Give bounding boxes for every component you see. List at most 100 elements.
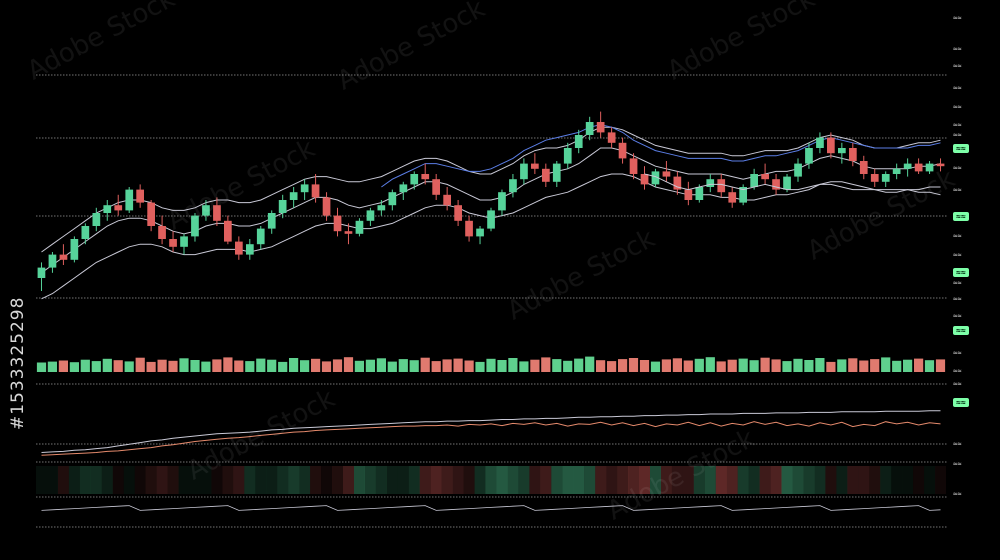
heat-cell bbox=[715, 466, 727, 494]
volume-bar bbox=[815, 358, 825, 372]
volume-bar bbox=[793, 358, 803, 372]
price-axis-label: ≈≈ bbox=[953, 460, 962, 468]
candle-body bbox=[673, 176, 682, 190]
price-axis-label: ≈≈ bbox=[953, 268, 969, 277]
volume-bar bbox=[760, 357, 770, 372]
volume-bar bbox=[376, 358, 386, 372]
volume-bar bbox=[289, 358, 299, 372]
heat-cell bbox=[529, 466, 541, 494]
candle-body bbox=[421, 174, 430, 180]
candle-body bbox=[552, 163, 561, 182]
candle-body bbox=[706, 179, 715, 187]
candle-body bbox=[37, 267, 46, 278]
heat-cell bbox=[156, 466, 168, 494]
candle-body bbox=[465, 220, 473, 237]
volume-bar bbox=[332, 359, 343, 372]
candle-body bbox=[454, 205, 462, 221]
heat-cell bbox=[452, 466, 464, 494]
candle-body bbox=[311, 184, 320, 198]
candle-body bbox=[224, 220, 232, 242]
candle-body bbox=[805, 148, 813, 164]
heat-cell bbox=[419, 466, 431, 494]
candle-body bbox=[103, 205, 112, 213]
volume-bar bbox=[102, 358, 112, 372]
volume-bar bbox=[694, 358, 704, 372]
volume-bar bbox=[36, 362, 47, 372]
volume-bar bbox=[826, 361, 836, 372]
candle-body bbox=[476, 228, 484, 237]
candle-body bbox=[125, 189, 134, 211]
volume-bar bbox=[321, 361, 332, 372]
volume-bar bbox=[870, 359, 880, 372]
heat-cell bbox=[397, 466, 409, 494]
volume-bar bbox=[574, 358, 584, 372]
candle-body bbox=[487, 210, 495, 229]
volume-bar bbox=[58, 360, 68, 372]
candle-body bbox=[651, 171, 660, 185]
candle-body bbox=[662, 171, 671, 177]
volume-bar bbox=[530, 359, 540, 372]
heat-cell bbox=[726, 466, 738, 494]
candle-body bbox=[366, 210, 375, 221]
heat-cell bbox=[617, 466, 629, 494]
candle-body bbox=[914, 163, 923, 172]
volume-bar bbox=[716, 361, 726, 372]
volume-bar bbox=[223, 357, 233, 372]
candle-body bbox=[618, 142, 627, 159]
heat-cell bbox=[178, 466, 190, 494]
volume-bar bbox=[585, 356, 595, 372]
volume-bar bbox=[365, 359, 375, 372]
heat-cell bbox=[343, 466, 354, 494]
volume-bar bbox=[563, 360, 573, 372]
overlay-line bbox=[41, 173, 941, 300]
candle-body bbox=[114, 205, 123, 211]
volume-bar bbox=[848, 358, 858, 372]
candle-body bbox=[81, 226, 90, 239]
heat-strip-panel bbox=[36, 466, 946, 511]
candle-body bbox=[827, 137, 835, 154]
heat-cell bbox=[660, 466, 672, 494]
price-envelope-line bbox=[644, 173, 941, 196]
heat-cell bbox=[814, 466, 826, 494]
heat-cell bbox=[891, 466, 903, 494]
heat-cell bbox=[770, 466, 782, 494]
heat-cell bbox=[781, 466, 793, 494]
candle-body bbox=[542, 168, 550, 182]
candle-body bbox=[761, 174, 769, 180]
volume-bar bbox=[431, 361, 441, 372]
volume-bar bbox=[146, 361, 156, 372]
candle-body bbox=[256, 228, 265, 245]
volume-bar bbox=[91, 361, 101, 372]
volume-bar bbox=[409, 360, 419, 372]
volume-bar bbox=[618, 359, 628, 372]
heat-cell bbox=[90, 466, 102, 494]
heat-cell bbox=[222, 466, 234, 494]
price-axis-label: ≈≈ bbox=[953, 398, 969, 407]
heat-cell bbox=[463, 466, 475, 494]
heat-cell bbox=[913, 466, 925, 494]
candle-body bbox=[289, 192, 298, 200]
price-axis-label: ≈≈ bbox=[953, 326, 969, 335]
volume-bar bbox=[749, 360, 759, 372]
candle-body bbox=[509, 179, 517, 193]
candle-body bbox=[333, 215, 342, 232]
candle-body bbox=[892, 168, 901, 174]
heat-cell bbox=[682, 466, 694, 494]
candle-body bbox=[191, 215, 199, 237]
price-axis-label: ≈≈ bbox=[953, 440, 962, 448]
candle-body bbox=[136, 189, 144, 203]
heat-cell bbox=[57, 466, 69, 494]
volume-bar bbox=[442, 359, 452, 372]
candle-body bbox=[147, 202, 155, 226]
price-axis-label: ≈≈ bbox=[953, 84, 962, 92]
candle-body bbox=[585, 122, 594, 135]
volume-bar bbox=[672, 358, 682, 372]
heat-cell bbox=[628, 466, 639, 494]
heat-cell bbox=[858, 466, 870, 494]
heat-cell bbox=[266, 466, 278, 494]
heat-cell bbox=[935, 466, 946, 494]
candle-body bbox=[300, 184, 309, 193]
volume-bar bbox=[245, 361, 255, 372]
candle-body bbox=[574, 135, 583, 148]
price-axis-label: ≈≈ bbox=[953, 62, 962, 70]
